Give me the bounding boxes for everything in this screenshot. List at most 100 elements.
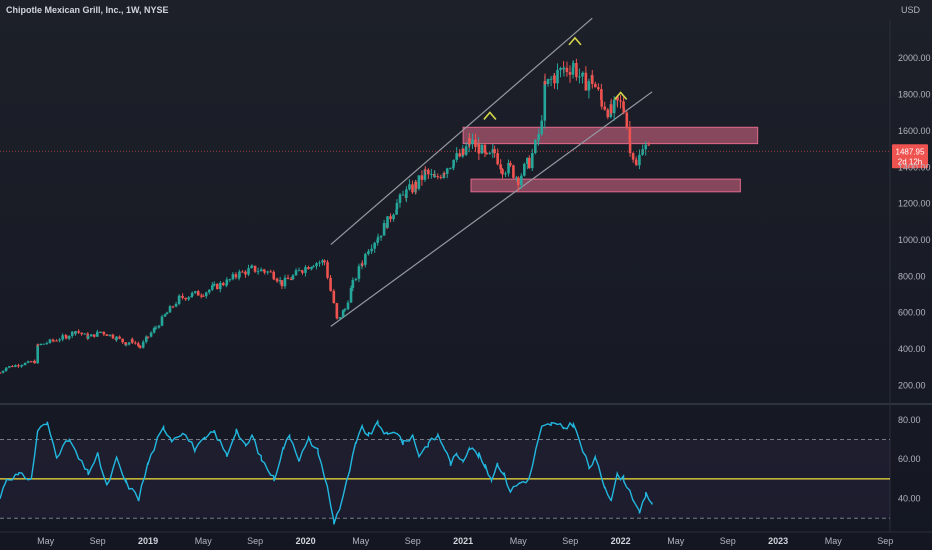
candle-body — [628, 127, 632, 144]
candle-body — [149, 332, 153, 337]
candle-body — [45, 342, 49, 344]
candle-body — [315, 263, 318, 267]
candle-body — [218, 282, 222, 290]
candle-body — [474, 139, 477, 147]
candle-body — [512, 165, 515, 178]
price-axis-tick: 400.00 — [898, 344, 926, 354]
candle-body — [121, 338, 124, 343]
candle-body — [14, 365, 17, 367]
candle-body — [581, 72, 584, 77]
candle-body — [458, 153, 462, 157]
candle-body — [509, 162, 512, 166]
candle-body — [395, 202, 399, 210]
candle-body — [504, 173, 507, 175]
candle-body — [354, 278, 358, 281]
candle-body — [540, 120, 544, 134]
candle-body — [619, 100, 622, 102]
candle-body — [335, 317, 339, 319]
time-axis-tick: 2021 — [453, 536, 473, 546]
candle-body — [318, 262, 321, 264]
candle-body — [222, 282, 225, 286]
candle-body — [96, 331, 99, 337]
candle-body — [11, 366, 14, 368]
candle-body — [263, 271, 266, 273]
candle-body — [559, 67, 562, 70]
candle-body — [67, 336, 71, 339]
candle-body — [207, 289, 211, 293]
candle-body — [562, 67, 566, 70]
candle-body — [289, 279, 293, 281]
candle-body — [210, 285, 214, 290]
candle-body — [448, 167, 452, 169]
candle-body — [376, 237, 380, 240]
candles — [0, 58, 651, 374]
candle-body — [55, 340, 58, 342]
candle-body — [86, 336, 90, 339]
candle-body — [590, 75, 594, 85]
candle-body — [332, 290, 336, 304]
candle-body — [329, 277, 332, 291]
candle-body — [523, 163, 526, 176]
candle-body — [364, 253, 367, 265]
candle-body — [105, 334, 109, 336]
candle-body — [225, 279, 229, 285]
candle-body — [201, 295, 205, 297]
candle-body — [171, 306, 175, 308]
candle-body — [178, 295, 181, 297]
candle-body — [141, 341, 145, 348]
candle-body — [367, 251, 370, 254]
time-axis-tick: 2019 — [138, 536, 158, 546]
candle-body — [204, 292, 208, 297]
candle-body — [600, 89, 603, 101]
time-axis-tick: May — [825, 536, 843, 546]
candle-body — [118, 336, 121, 339]
rsi-line — [0, 419, 653, 525]
candle-body — [5, 367, 8, 369]
candle-body — [424, 169, 427, 171]
time-axis-tick: May — [195, 536, 213, 546]
candle-body — [269, 271, 272, 273]
candle-body — [228, 279, 232, 281]
candle-body — [493, 149, 496, 154]
candle-body — [464, 146, 468, 155]
candle-body — [480, 144, 484, 154]
candle-body — [471, 139, 474, 145]
candle-body — [398, 194, 402, 203]
candle-body — [405, 189, 408, 198]
price-axis-tick: 1600.00 — [898, 126, 931, 136]
candle-body — [278, 280, 282, 282]
candle-body — [373, 242, 376, 249]
rsi-axis-tick: 60.00 — [898, 454, 921, 464]
candle-body — [244, 271, 247, 275]
candle-body — [644, 144, 648, 150]
candle-body — [111, 334, 115, 339]
price-axis-tick: 1000.00 — [898, 235, 931, 245]
time-axis-tick: May — [352, 536, 370, 546]
candle-body — [190, 292, 194, 296]
candle-body — [152, 328, 156, 333]
candle-body — [389, 216, 392, 220]
candle-body — [496, 153, 499, 165]
candle-body — [572, 63, 575, 68]
time-axis-tick: Sep — [720, 536, 736, 546]
candle-body — [304, 267, 307, 273]
candle-body — [338, 317, 342, 319]
candle-body — [187, 297, 190, 300]
rsi-axis-tick: 80.00 — [898, 415, 921, 425]
candle-body — [543, 81, 547, 84]
time-axis-tick: May — [37, 536, 55, 546]
candle-body — [36, 344, 39, 364]
candle-body — [631, 153, 635, 160]
candle-body — [115, 336, 118, 340]
candle-body — [594, 84, 597, 88]
candle-body — [154, 327, 158, 329]
candle-body — [600, 100, 604, 107]
price-axis-tick: 1400.00 — [898, 162, 931, 172]
candle-body — [259, 269, 263, 272]
candle-body — [411, 184, 414, 193]
candle-body — [515, 177, 518, 179]
candle-body — [488, 152, 492, 154]
candle-body — [565, 67, 569, 73]
candle-body — [127, 342, 131, 345]
candle-body — [414, 181, 418, 189]
